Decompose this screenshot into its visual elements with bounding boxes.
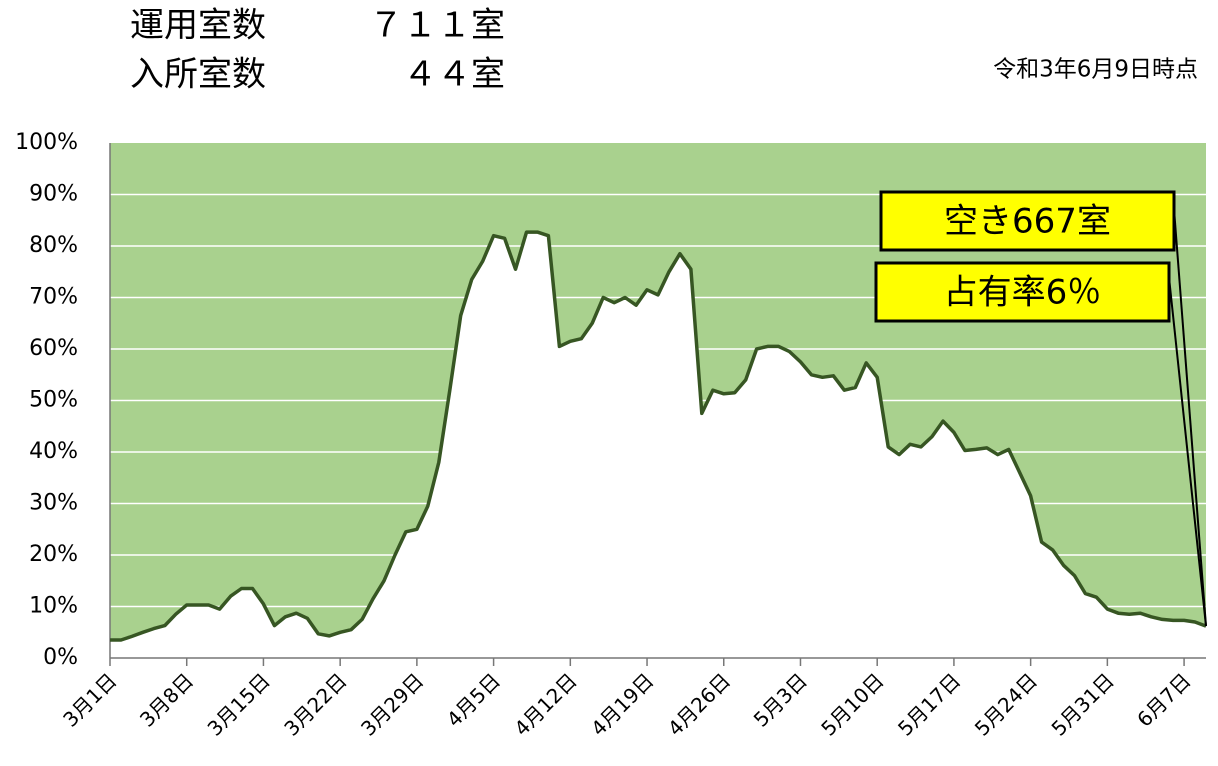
- y-tick-label: 30%: [29, 491, 78, 516]
- y-tick-label: 60%: [29, 336, 78, 361]
- summary-label: 運用室数: [130, 6, 266, 46]
- y-tick-label: 90%: [29, 182, 78, 207]
- x-tick-label: 3月1日: [58, 668, 121, 731]
- summary-label: 入所室数: [130, 55, 266, 95]
- x-tick-label: 5月10日: [816, 668, 888, 740]
- y-tick-label: 100%: [15, 130, 78, 155]
- x-tick-label: 4月26日: [663, 668, 735, 740]
- annotation: 占有率6％: [944, 273, 1102, 313]
- summary-value: ７１１室: [369, 6, 505, 46]
- y-tick-label: 0%: [43, 645, 78, 670]
- line: [110, 230, 1207, 642]
- x-tick-label: 4月5日: [442, 668, 505, 731]
- x-tick-label: 5月17日: [893, 668, 965, 740]
- connector: [1167, 267, 1207, 627]
- y-tick-label: 10%: [29, 594, 78, 619]
- x-tick-label: 4月12日: [509, 668, 581, 740]
- annotation: 空き667室: [944, 202, 1111, 242]
- date-note: 令和3年6月9日時点: [993, 57, 1198, 83]
- y-tick-label: 70%: [29, 285, 78, 310]
- x-tick-label: 3月8日: [135, 668, 198, 731]
- x-tick-label: 3月15日: [203, 668, 275, 740]
- y-tick-label: 50%: [29, 388, 78, 413]
- x-tick-label: 5月31日: [1047, 668, 1119, 740]
- x-tick-label: 4月19日: [586, 668, 658, 740]
- y-tick-label: 40%: [29, 439, 78, 464]
- area: [110, 232, 1206, 658]
- summary-value: ４４室: [403, 55, 505, 95]
- x-tick-label: 5月24日: [970, 668, 1042, 740]
- connector: [1172, 195, 1207, 627]
- x-tick-label: 5月3日: [749, 668, 812, 731]
- y-tick-label: 80%: [29, 233, 78, 258]
- annotation-box: [879, 190, 1176, 252]
- x-tick-label: 3月22日: [279, 668, 351, 740]
- x-tick-label: 6月7日: [1132, 668, 1195, 731]
- y-tick-label: 20%: [29, 542, 78, 567]
- x-tick-label: 3月29日: [356, 668, 428, 740]
- annotation-box: [874, 261, 1171, 323]
